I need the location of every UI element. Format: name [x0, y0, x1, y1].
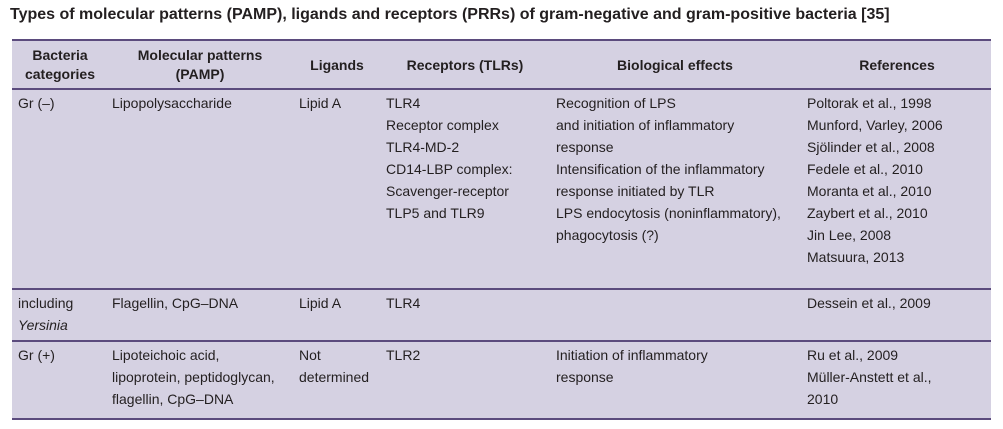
header-text: Receptors (TLRs) [406, 56, 524, 73]
header-text: (PAMP) [175, 66, 225, 82]
header-text: Bacteria [32, 47, 88, 63]
cell-text: Lipid A [299, 95, 342, 111]
header-cell: Biological effects [545, 41, 805, 89]
cell-text: response [556, 369, 614, 385]
table-cell: Not determined [299, 344, 369, 388]
cell-text: phagocytosis (?) [556, 227, 659, 243]
cell-text: lipoprotein, peptidoglycan, [112, 369, 275, 385]
cell-text: and initiation of inflammatory [556, 117, 735, 133]
header-cell: Receptors (TLRs) [365, 41, 565, 89]
table-cell: Dessein et al., 2009 [807, 292, 931, 314]
cell-text: Not [299, 347, 321, 363]
table-cell: TLR2 [386, 344, 420, 366]
cell-text: flagellin, CpG–DNA [112, 391, 234, 407]
table-cell: Flagellin, CpG–DNA [112, 292, 238, 314]
header-cell: References [807, 41, 987, 89]
table-cell: Gr (+) [18, 344, 55, 366]
table-cell: TLR4 [386, 292, 420, 314]
cell-text: Dessein et al., 2009 [807, 295, 931, 311]
cell-text: Jin Lee, 2008 [807, 227, 892, 243]
cell-text: TLP5 and TLR9 [386, 205, 485, 221]
table-cell: TLR4 Receptor complex TLR4-MD-2 CD14-LBP co… [386, 92, 513, 224]
cell-text: Müller-Anstett et al., [807, 369, 932, 385]
cell-text: Matsuura, 2013 [807, 249, 905, 265]
cell-text: TLR4 [386, 295, 421, 311]
row-divider [12, 88, 991, 90]
table-cell: Gr (–) [18, 92, 55, 114]
cell-text: CD14-LBP complex: [386, 161, 513, 177]
cell-text: Gr (–) [18, 95, 55, 111]
header-cell: Bacteria categories [5, 41, 115, 89]
table-cell: Lipopolysaccharide [112, 92, 232, 114]
cell-text: Sjölinder et al., 2008 [807, 139, 935, 155]
cell-text: Zaybert et al., 2010 [807, 205, 928, 221]
table-cell: Initiation of inflammatory response [556, 344, 708, 388]
header-text: categories [24, 66, 96, 82]
table: Bacteria categories Molecular patterns (PAM… [12, 39, 991, 420]
cell-text: Munford, Varley, 2006 [807, 117, 943, 133]
cell-text: Fedele et al., 2010 [807, 161, 923, 177]
header-text: Molecular patterns [137, 47, 263, 63]
cell-text: Receptor complex [386, 117, 499, 133]
cell-text: Flagellin, CpG–DNA [112, 295, 239, 311]
table-cell: Ru et al., 2009 Müller-Anstett et al., 201… [807, 344, 932, 410]
row-divider [12, 288, 991, 290]
cell-text: Lipid A [299, 295, 342, 311]
header-text: Ligands [310, 56, 364, 73]
cell-text: Ru et al., 2009 [807, 347, 899, 363]
cell-text: Scavenger-receptor [386, 183, 509, 199]
table-cell: Lipid A [299, 92, 341, 114]
cell-text: determined [299, 369, 370, 385]
cell-text: response [556, 139, 614, 155]
header-text: Biological effects [617, 56, 733, 73]
cell-text: LPS endocytosis (noninflammatory), [556, 205, 781, 221]
header-text: References [859, 56, 935, 73]
header-cell: Ligands [292, 41, 382, 89]
table-cell: including Yersinia [18, 292, 73, 336]
cell-text: TLR4-MD-2 [386, 139, 460, 155]
cell-text: Gr (+) [18, 347, 55, 363]
cell-text: Yersinia [18, 317, 68, 333]
cell-text: Intensification of the inflammatory [556, 161, 765, 177]
cell-text: TLR4 [386, 95, 421, 111]
cell-text: Lipopolysaccharide [112, 95, 232, 111]
cell-text: including [18, 295, 74, 311]
table-title: Types of molecular patterns (PAMP), liga… [10, 6, 890, 23]
table-cell: Lipid A [299, 292, 341, 314]
cell-text: TLR2 [386, 347, 421, 363]
table-cell: Lipoteichoic acid, lipoprotein, peptidogl… [112, 344, 275, 410]
header-cell: Molecular patterns (PAMP) [100, 41, 300, 89]
cell-text: Recognition of LPS [556, 95, 676, 111]
row-divider [12, 340, 991, 342]
table-cell: Recognition of LPS and initiation of infl… [556, 92, 781, 246]
cell-text: Poltorak et al., 1998 [807, 95, 932, 111]
cell-text: response initiated by TLR [556, 183, 715, 199]
table-cell: Poltorak et al., 1998 Munford, Varley, 20… [807, 92, 943, 268]
cell-text: Initiation of inflammatory [556, 347, 708, 363]
cell-text: Moranta et al., 2010 [807, 183, 932, 199]
cell-text: Lipoteichoic acid, [112, 347, 220, 363]
cell-text: 2010 [807, 391, 839, 407]
